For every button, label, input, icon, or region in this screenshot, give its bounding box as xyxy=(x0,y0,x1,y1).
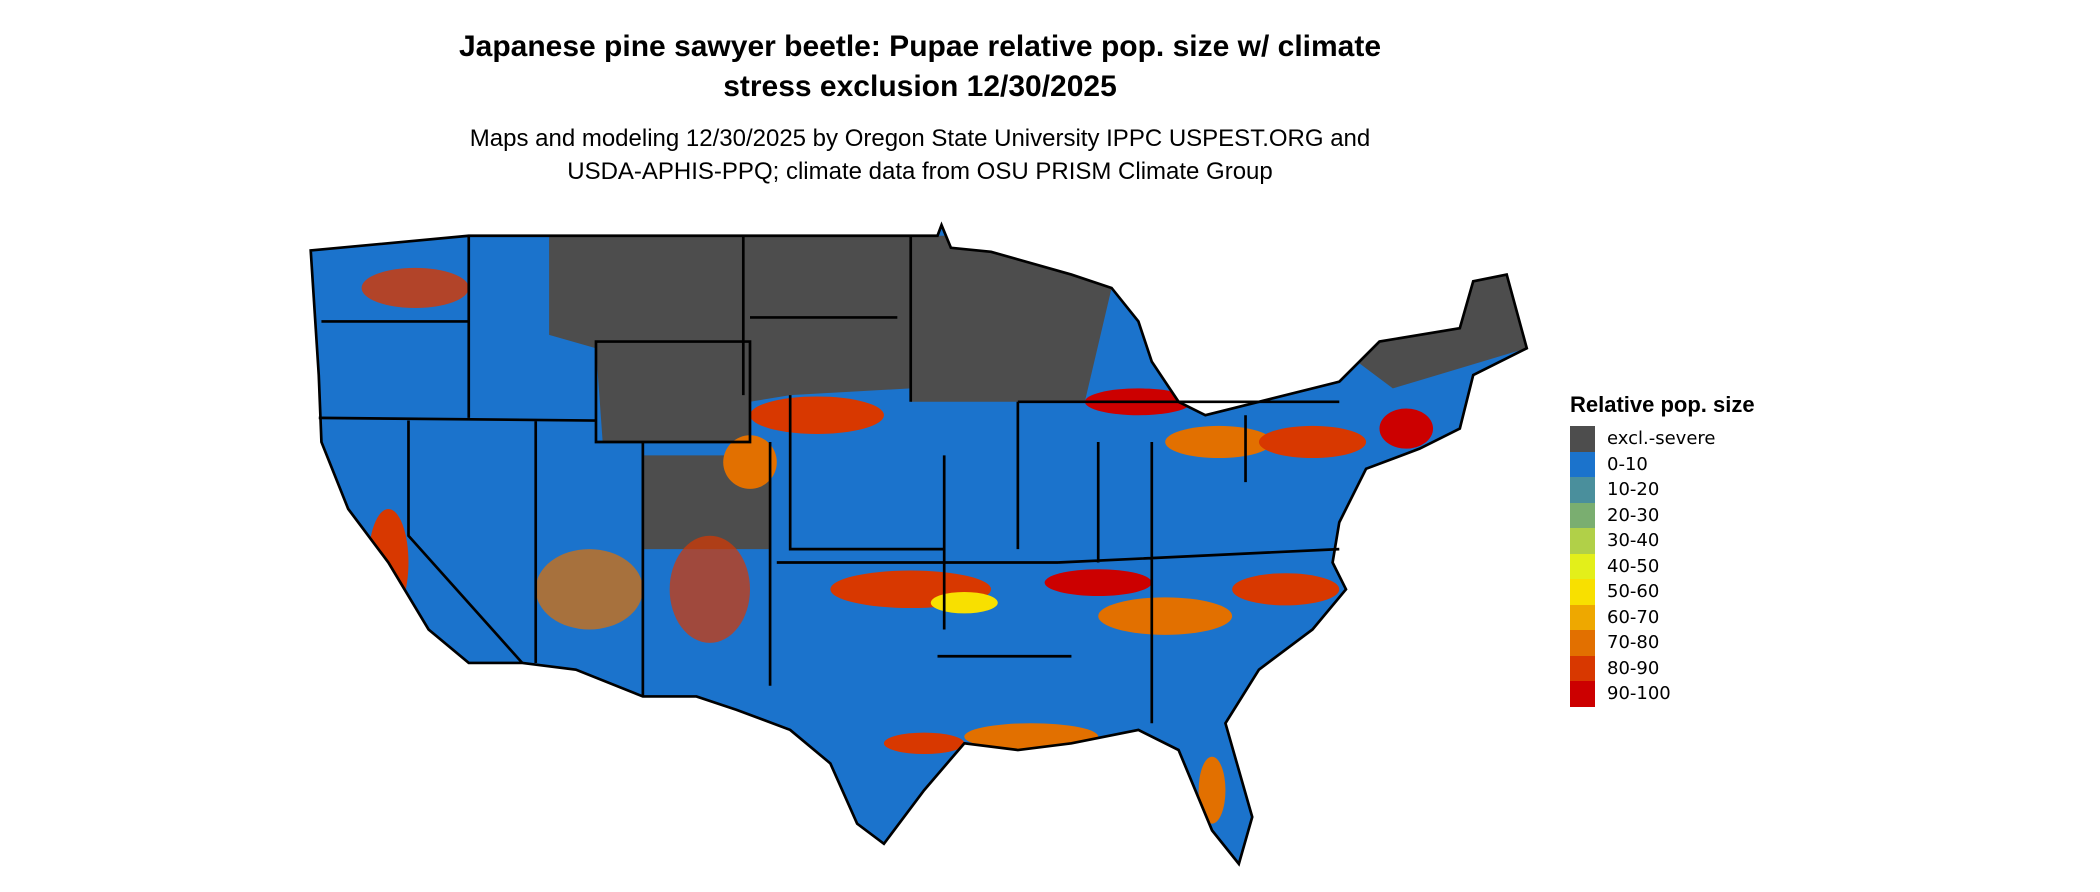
legend-label: 90-100 xyxy=(1607,683,1671,705)
legend-label: 0-10 xyxy=(1607,453,1648,475)
legend-label: 60-70 xyxy=(1607,606,1660,628)
legend-item: 0-10 xyxy=(1570,451,1755,477)
legend-swatch xyxy=(1570,528,1595,554)
legend-label: 80-90 xyxy=(1607,657,1660,679)
map-title-line2: stress exclusion 12/30/2025 xyxy=(723,70,1117,103)
legend-item: 70-80 xyxy=(1570,630,1755,656)
legend-item: excl.-severe xyxy=(1570,426,1755,452)
legend-item: 50-60 xyxy=(1570,579,1755,605)
legend: Relative pop. size excl.-severe 0-10 10-20… xyxy=(1570,392,1755,707)
legend-label: 50-60 xyxy=(1607,581,1660,603)
legend-item: 10-20 xyxy=(1570,477,1755,503)
legend-item: 90-100 xyxy=(1570,681,1755,707)
legend-swatch xyxy=(1570,553,1595,579)
legend-swatch xyxy=(1570,502,1595,528)
legend-title: Relative pop. size xyxy=(1570,392,1755,417)
legend-label: 40-50 xyxy=(1607,555,1660,577)
legend-label: 30-40 xyxy=(1607,530,1660,552)
legend-swatch xyxy=(1570,477,1595,503)
legend-item: 20-30 xyxy=(1570,502,1755,528)
legend-item: 80-90 xyxy=(1570,655,1755,681)
legend-swatch xyxy=(1570,604,1595,630)
legend-item: 30-40 xyxy=(1570,528,1755,554)
map-title-line1: Japanese pine sawyer beetle: Pupae relat… xyxy=(458,30,1382,63)
state-borders xyxy=(309,223,1529,866)
legend-label: excl.-severe xyxy=(1607,428,1716,450)
legend-swatch xyxy=(1570,579,1595,605)
legend-item: 60-70 xyxy=(1570,604,1755,630)
legend-label: 10-20 xyxy=(1607,479,1660,501)
legend-swatch xyxy=(1570,426,1595,452)
legend-items: excl.-severe 0-10 10-20 20-30 30-40 40-50 50-6… xyxy=(1570,426,1755,707)
zone-excluded-north xyxy=(549,235,1112,442)
map-subtitle-line2: USDA-APHIS-PPQ; climate data from OSU PR… xyxy=(567,158,1273,185)
legend-item: 40-50 xyxy=(1570,553,1755,579)
legend-swatch xyxy=(1570,655,1595,681)
legend-label: 70-80 xyxy=(1607,632,1660,654)
legend-label: 20-30 xyxy=(1607,504,1660,526)
legend-swatch xyxy=(1570,681,1595,707)
legend-swatch xyxy=(1570,451,1595,477)
legend-swatch xyxy=(1570,630,1595,656)
map-subtitle-line1: Maps and modeling 12/30/2025 by Oregon S… xyxy=(469,125,1371,152)
